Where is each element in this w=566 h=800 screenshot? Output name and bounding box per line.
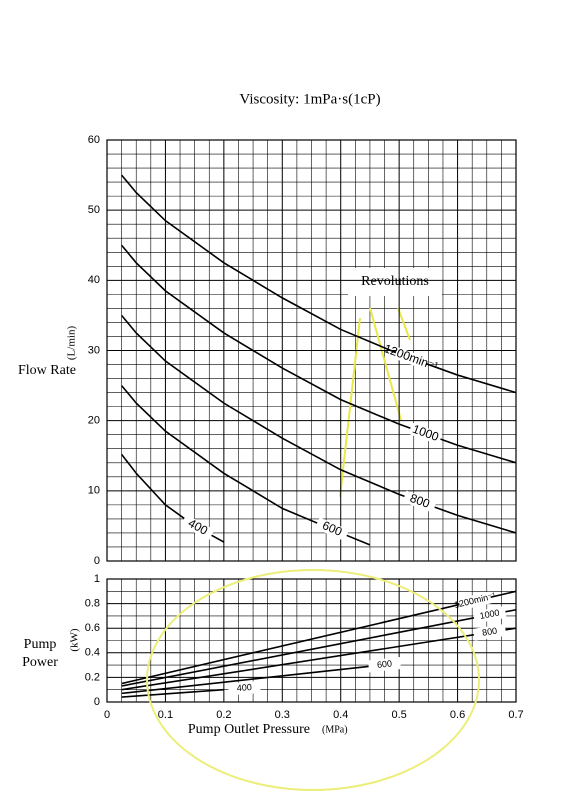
y-tick-label: 60	[88, 134, 100, 146]
y-tick-label: 10	[88, 485, 100, 497]
line-series	[120, 314, 517, 534]
highlight-ellipse	[146, 569, 480, 791]
y-tick-label: 0.2	[85, 671, 100, 683]
line-series	[120, 244, 517, 464]
plot-frame	[106, 578, 517, 703]
annotation: Revolutions	[361, 274, 429, 289]
y-tick-label: 40	[88, 274, 100, 286]
series-label: 1200min⁻¹	[382, 341, 440, 373]
x-tick-label: 0	[104, 709, 110, 721]
line-series	[121, 688, 224, 698]
x-tick-label: 0.2	[216, 709, 231, 721]
series-label: 800	[408, 491, 432, 511]
series-label-bg	[408, 422, 443, 445]
x-tick-label: 0.7	[508, 709, 523, 721]
annotation-box	[348, 268, 442, 296]
series-label-bg	[180, 514, 215, 541]
series-label: 800	[481, 626, 497, 638]
line-series	[121, 665, 371, 695]
y-tick-label: 0	[94, 555, 100, 567]
y-tick-label: 0.6	[85, 622, 100, 634]
chart-title: Viscosity: 1mPa·s(1cP)	[239, 91, 380, 107]
line-series	[121, 627, 517, 691]
line-series	[120, 174, 517, 394]
y-tick-label: 0.8	[85, 598, 100, 610]
y-tick-label: 0	[94, 696, 100, 708]
x-tick-label: 0.1	[158, 709, 173, 721]
series-label-bg	[227, 681, 261, 696]
revolutions-pointers	[339, 307, 411, 498]
y-tick-label: 0.4	[85, 647, 100, 659]
x-axis-unit: (MPa)	[322, 724, 348, 735]
line-series	[121, 590, 517, 685]
y-tick-label: 20	[88, 415, 100, 427]
y-axis-unit: (kW)	[69, 628, 81, 652]
x-tick-label: 0.4	[333, 709, 348, 721]
series-label-bg	[402, 490, 437, 513]
series-label-bg	[472, 623, 507, 641]
x-axis-label: Pump Outlet Pressure	[188, 722, 310, 737]
series-label-bg	[314, 517, 350, 541]
y-axis-unit: (L/min)	[66, 326, 78, 361]
series-label: 600	[376, 658, 392, 670]
series-label: 400	[236, 682, 252, 693]
x-tick-label: 0.5	[391, 709, 406, 721]
series-label-bg	[472, 605, 507, 624]
series-label-bg	[367, 657, 402, 673]
series-label: 1000	[479, 607, 501, 621]
line-series	[121, 608, 517, 687]
y-tick-label: 50	[88, 204, 100, 216]
series-label-bg	[458, 591, 493, 611]
series-label: 1000	[411, 422, 441, 444]
y-axis-label: Flow Rate	[18, 363, 76, 378]
y-axis-label: Pump Power	[22, 637, 58, 670]
x-tick-label: 0.6	[450, 709, 465, 721]
series-label-bg	[393, 347, 428, 370]
y-tick-label: 1	[94, 573, 100, 585]
y-tick-label: 30	[88, 344, 100, 356]
x-tick-label: 0.3	[275, 709, 290, 721]
plot-frame	[106, 139, 517, 562]
